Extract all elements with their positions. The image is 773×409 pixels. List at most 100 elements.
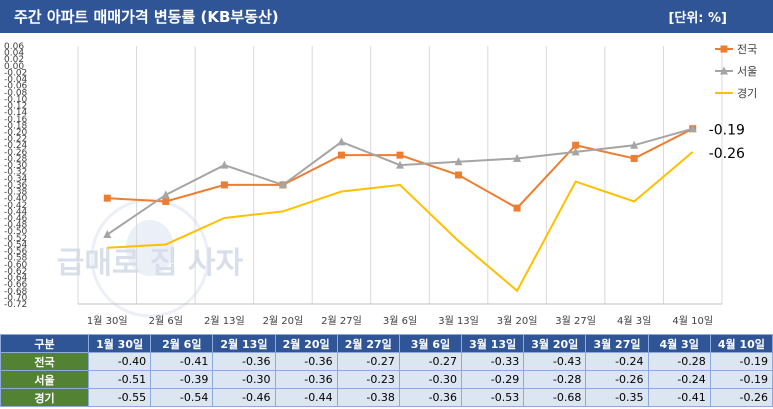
y-tick-label: -0.60 bbox=[4, 260, 28, 270]
y-tick-label: -0.02 bbox=[4, 68, 27, 78]
line-chart: 급매로 집 사자 0.060.040.020.00-0.02-0.04-0.06… bbox=[4, 42, 757, 327]
y-tick-label: -0.56 bbox=[4, 247, 28, 257]
data-point bbox=[513, 153, 522, 162]
table-cell: -0.33 bbox=[461, 352, 525, 371]
data-point bbox=[572, 141, 580, 149]
y-tick-label: -0.54 bbox=[4, 240, 28, 250]
table-cell: -0.27 bbox=[398, 352, 463, 371]
y-tick-label: 0.06 bbox=[4, 42, 24, 52]
y-tick-label: -0.34 bbox=[4, 174, 28, 184]
x-tick-label: 2월 27일 bbox=[321, 315, 362, 327]
legend-marker bbox=[720, 45, 728, 53]
y-tick-label: -0.14 bbox=[4, 108, 28, 118]
y-tick-label: -0.72 bbox=[4, 300, 27, 310]
x-tick-label: 4월 10일 bbox=[672, 315, 713, 327]
y-tick-label: -0.42 bbox=[4, 201, 27, 211]
table-cell: -0.23 bbox=[336, 370, 400, 389]
table-cell: -0.28 bbox=[523, 370, 587, 389]
y-tick-label: -0.68 bbox=[4, 287, 28, 297]
table-cell: -0.36 bbox=[274, 370, 338, 389]
data-point bbox=[103, 194, 111, 202]
y-tick-label: -0.66 bbox=[4, 280, 28, 290]
table-cell: -0.44 bbox=[274, 388, 338, 407]
table-cell: -0.41 bbox=[647, 388, 711, 407]
table-cell: -0.30 bbox=[398, 370, 463, 389]
table-cell: -0.43 bbox=[523, 352, 587, 371]
data-point bbox=[220, 181, 228, 189]
data-label: -0.26 bbox=[709, 146, 745, 162]
table-cell: -0.24 bbox=[647, 370, 711, 389]
table-cell: -0.40 bbox=[87, 352, 152, 371]
legend-marker bbox=[720, 66, 728, 75]
table-cell: -0.39 bbox=[150, 370, 214, 389]
watermark-logo: 급매로 집 사자 bbox=[57, 198, 244, 318]
y-tick-label: -0.62 bbox=[4, 267, 27, 277]
data-point bbox=[396, 160, 404, 169]
x-tick-label: 4월 3일 bbox=[617, 315, 651, 327]
table-column-header: 2월 6일 bbox=[150, 334, 214, 353]
y-tick-label: -0.28 bbox=[4, 154, 28, 164]
series-line-경기 bbox=[107, 151, 694, 293]
y-tick-label: -0.50 bbox=[4, 227, 28, 237]
y-tick-label: -0.06 bbox=[4, 82, 28, 92]
data-point bbox=[103, 230, 112, 239]
legend-label: 경기 bbox=[737, 87, 757, 100]
y-tick-label: -0.48 bbox=[4, 221, 28, 231]
table-cell: -0.53 bbox=[461, 388, 525, 407]
table-row: 전국 -0.40 -0.41 -0.36 -0.36 -0.27 -0.27 -0.33 -0.… bbox=[0, 352, 773, 371]
watermark-text: 급매로 집 사자 bbox=[57, 246, 244, 281]
y-tick-label: -0.70 bbox=[4, 293, 28, 303]
data-point bbox=[571, 147, 580, 156]
y-tick-label: -0.22 bbox=[4, 135, 27, 145]
y-tick-label: -0.64 bbox=[4, 274, 28, 284]
table-cell: -0.46 bbox=[212, 388, 276, 407]
data-point bbox=[630, 154, 638, 162]
y-tick-label: -0.46 bbox=[4, 214, 28, 224]
y-tick-label: -0.04 bbox=[4, 75, 28, 85]
y-tick-label: -0.10 bbox=[4, 95, 28, 105]
data-point bbox=[396, 151, 404, 159]
y-tick-label: -0.52 bbox=[4, 234, 27, 244]
table-column-header: 3월 20일 bbox=[523, 334, 587, 353]
y-tick-label: -0.26 bbox=[4, 148, 28, 158]
data-point bbox=[162, 197, 170, 205]
chart-title: 주간 아파트 매매가격 변동률 (KB부동산) bbox=[14, 8, 279, 26]
y-tick-label: -0.08 bbox=[4, 88, 28, 98]
table-cell: -0.68 bbox=[523, 388, 587, 407]
x-tick-label: 3월 27일 bbox=[555, 315, 596, 327]
y-tick-label: -0.36 bbox=[4, 181, 28, 191]
table-cell: -0.54 bbox=[150, 388, 214, 407]
y-tick-label: 0.02 bbox=[4, 55, 24, 65]
legend-label: 서울 bbox=[737, 65, 757, 78]
table-column-header: 3월 6일 bbox=[398, 334, 463, 353]
y-tick-label: -0.24 bbox=[4, 141, 28, 151]
y-tick-label: -0.44 bbox=[4, 207, 28, 217]
y-tick-label: -0.20 bbox=[4, 128, 28, 138]
data-point bbox=[688, 124, 697, 133]
y-tick-label: -0.18 bbox=[4, 121, 28, 131]
table-cell: -0.51 bbox=[87, 370, 152, 389]
y-tick-label: -0.58 bbox=[4, 254, 28, 264]
y-tick-label: 0.00 bbox=[4, 62, 24, 72]
y-tick-label: -0.32 bbox=[4, 168, 27, 178]
table-column-header: 2월 27일 bbox=[336, 334, 400, 353]
table-cell: -0.27 bbox=[336, 352, 400, 371]
data-point bbox=[454, 157, 463, 166]
table-column-header: 4월 3일 bbox=[647, 334, 711, 353]
table-cell: -0.26 bbox=[709, 388, 773, 407]
table-cell: -0.30 bbox=[212, 370, 276, 389]
data-table: 구분 1월 30일 2월 6일 2월 13일 2월 20일 2월 27일 3월 6일 3월 … bbox=[0, 334, 773, 407]
table-cell: -0.26 bbox=[585, 370, 649, 389]
table-cell: -0.36 bbox=[274, 352, 338, 371]
data-point bbox=[337, 137, 346, 146]
x-tick-label: 2월 13일 bbox=[204, 315, 245, 327]
x-tick-label: 3월 13일 bbox=[438, 315, 479, 327]
table-row-label: 서울 bbox=[0, 370, 89, 389]
table-cell: -0.24 bbox=[585, 352, 649, 371]
table-cell: -0.41 bbox=[150, 352, 214, 371]
legend-label: 전국 bbox=[737, 43, 757, 56]
table-cell: -0.55 bbox=[87, 388, 152, 407]
table-row: 경기 -0.55 -0.54 -0.46 -0.44 -0.38 -0.36 -0.53 -0.… bbox=[0, 388, 773, 407]
y-tick-label: -0.38 bbox=[4, 188, 28, 198]
table-cell: -0.36 bbox=[212, 352, 276, 371]
